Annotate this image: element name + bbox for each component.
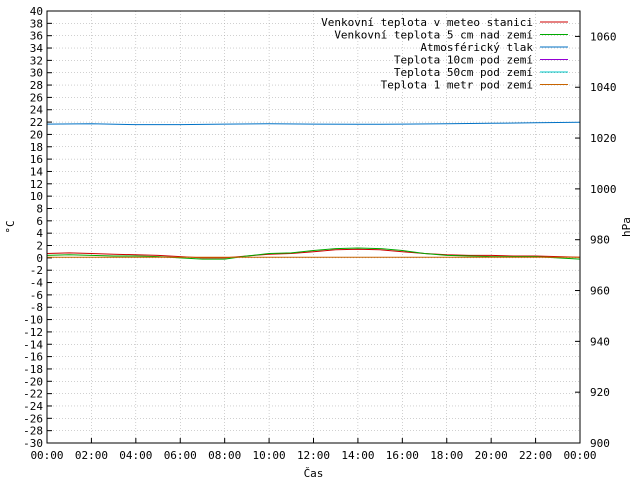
legend-label: Teplota 50cm pod zemí (394, 66, 533, 79)
y-tick-label: 34 (30, 42, 44, 55)
y-tick-label: 22 (30, 116, 43, 129)
y-tick-label: -8 (30, 301, 43, 314)
y2-tick-label: 1060 (590, 30, 617, 43)
y-tick-label: 6 (36, 215, 43, 228)
x-axis-label: Čas (304, 467, 324, 480)
legend-label: Teplota 10cm pod zemí (394, 54, 533, 67)
series-group (46, 121, 581, 260)
plot-border (46, 10, 581, 444)
y2-tick-label: 940 (590, 335, 610, 348)
y-tick-label: -28 (23, 425, 43, 438)
y-tick-label: 16 (30, 153, 43, 166)
series-line-2 (46, 247, 581, 260)
y-tick-label: 14 (30, 165, 44, 178)
x-tick-label: 10:00 (253, 449, 286, 462)
legend: Venkovní teplota v meteo staniciVenkovní… (321, 16, 568, 92)
y-tick-label: -16 (23, 351, 43, 364)
y-tick-label: -20 (23, 375, 43, 388)
y-tick-label: -18 (23, 363, 43, 376)
y-axis-left: 4038363432302826242220181614121086420-2-… (23, 5, 52, 450)
x-tick-label: 22:00 (519, 449, 552, 462)
x-tick-label: 18:00 (430, 449, 463, 462)
x-tick-label: 00:00 (563, 449, 596, 462)
y-tick-label: -4 (30, 277, 44, 290)
legend-label: Atmosférický tlak (420, 41, 533, 54)
y-tick-label: 18 (30, 141, 43, 154)
x-tick-label: 12:00 (297, 449, 330, 462)
y-tick-label: 30 (30, 67, 43, 80)
y-tick-label: -30 (23, 437, 43, 450)
y2-tick-label: 980 (590, 234, 610, 247)
y-tick-label: 24 (30, 104, 44, 117)
y2-tick-label: 900 (590, 437, 610, 450)
x-tick-label: 16:00 (386, 449, 419, 462)
y2-tick-label: 960 (590, 285, 610, 298)
legend-label: Venkovní teplota 5 cm nad zemí (334, 29, 533, 42)
y-tick-label: 2 (36, 240, 43, 253)
y-tick-label: 32 (30, 54, 43, 67)
x-tick-label: 20:00 (475, 449, 508, 462)
y-tick-label: 0 (36, 252, 43, 265)
y-tick-label: -14 (23, 338, 43, 351)
y-axis-label: °C (4, 220, 17, 233)
y2-tick-label: 1000 (590, 183, 617, 196)
x-tick-label: 14:00 (341, 449, 374, 462)
legend-label: Venkovní teplota v meteo stanici (321, 16, 533, 29)
y-tick-label: 26 (30, 91, 43, 104)
x-tick-label: 00:00 (30, 449, 63, 462)
y-tick-label: 12 (30, 178, 43, 191)
series-line-3 (46, 121, 581, 126)
legend-label: Teplota 1 metr pod zemí (381, 79, 533, 92)
y-tick-label: -12 (23, 326, 43, 339)
y-tick-label: 20 (30, 128, 43, 141)
y-tick-label: -2 (30, 264, 43, 277)
y-tick-label: -26 (23, 412, 43, 425)
series-line-1 (46, 248, 581, 259)
y-tick-label: 4 (36, 227, 43, 240)
x-tick-label: 08:00 (208, 449, 241, 462)
y-tick-label: -10 (23, 314, 43, 327)
y-tick-label: 38 (30, 17, 43, 30)
y2-axis-label: hPa (620, 217, 633, 237)
y-tick-label: 28 (30, 79, 43, 92)
x-tick-label: 04:00 (119, 449, 152, 462)
x-axis: 00:00 02:00 04:00 06:00 08:00 10:00 12:00 14:00… (30, 438, 597, 462)
y-axis-right: 1060 1040 1020 1000 980 960 940 920 900 (575, 30, 617, 450)
y-tick-label: -24 (23, 400, 43, 413)
y-tick-label: 40 (30, 5, 43, 18)
y2-tick-label: 920 (590, 386, 610, 399)
x-tick-label: 06:00 (164, 449, 197, 462)
y-tick-label: 36 (30, 30, 43, 43)
y2-tick-label: 1020 (590, 132, 617, 145)
y-tick-label: -6 (30, 289, 43, 302)
y-tick-label: -22 (23, 388, 43, 401)
x-tick-label: 02:00 (75, 449, 108, 462)
y-tick-label: 10 (30, 190, 43, 203)
y2-tick-label: 1040 (590, 81, 617, 94)
y-tick-label: 8 (36, 202, 43, 215)
